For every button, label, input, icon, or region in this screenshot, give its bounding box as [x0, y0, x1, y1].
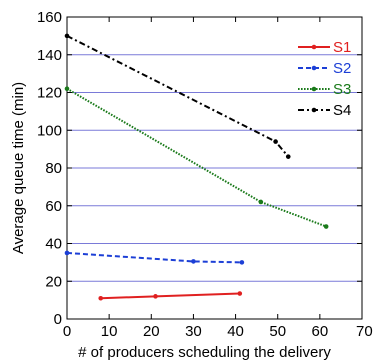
x-tick-label: 40 [227, 323, 244, 340]
data-point-s4 [285, 154, 291, 159]
legend-marker-s4 [311, 107, 317, 113]
legend: S1 S2 S3 S4 [298, 39, 351, 119]
axis-ticks: 0 20 40 60 80 100 120 140 160 0 10 20 30 40 50 60 70 [37, 9, 373, 340]
legend-label-s1: S1 [333, 39, 351, 56]
x-tick-label: 70 [356, 323, 373, 340]
series-line-s3 [66, 87, 327, 228]
data-point-s3 [323, 224, 329, 229]
legend-marker-s2 [311, 65, 317, 71]
legend-marker-s3 [311, 86, 317, 92]
series-line-s1 [100, 292, 240, 300]
y-tick-label: 160 [37, 9, 62, 26]
y-axis-title: Average queue time (min) [10, 82, 27, 254]
y-tick-label: 80 [45, 160, 62, 177]
data-point-s4 [64, 33, 70, 39]
data-point-s2 [191, 259, 196, 264]
y-tick-label: 40 [45, 236, 62, 253]
x-tick-label: 60 [312, 323, 329, 340]
y-tick-label: 0 [54, 311, 62, 328]
y-tick-label: 120 [37, 85, 62, 102]
y-tick-label: 60 [45, 198, 62, 215]
legend-label-s3: S3 [333, 81, 351, 98]
series-line-s2 [66, 251, 242, 264]
x-axis-title: # of producers scheduling the delivery [78, 344, 331, 361]
y-tick-label: 20 [45, 273, 62, 290]
series-layer [64, 33, 329, 301]
data-point-s3 [258, 199, 264, 205]
y-tick-label: 140 [37, 47, 62, 64]
data-point-s3 [64, 86, 70, 92]
legend-label-s2: S2 [333, 60, 351, 77]
x-tick-label: 10 [101, 323, 118, 340]
x-tick-label: 20 [143, 323, 160, 340]
x-tick-label: 50 [269, 323, 286, 340]
data-point-s1 [237, 291, 243, 296]
data-point-s2 [239, 260, 245, 265]
y-tick-label: 100 [37, 122, 62, 139]
legend-marker-s1 [311, 44, 317, 50]
data-point-s2 [64, 250, 70, 256]
x-tick-label: 30 [185, 323, 202, 340]
x-tick-label: 0 [63, 323, 71, 340]
data-point-s4 [273, 139, 278, 144]
data-point-s1 [98, 295, 104, 301]
gridlines [67, 54, 362, 282]
legend-label-s4: S4 [333, 102, 351, 119]
data-point-s1 [153, 294, 158, 299]
series-line-s4 [66, 34, 290, 158]
